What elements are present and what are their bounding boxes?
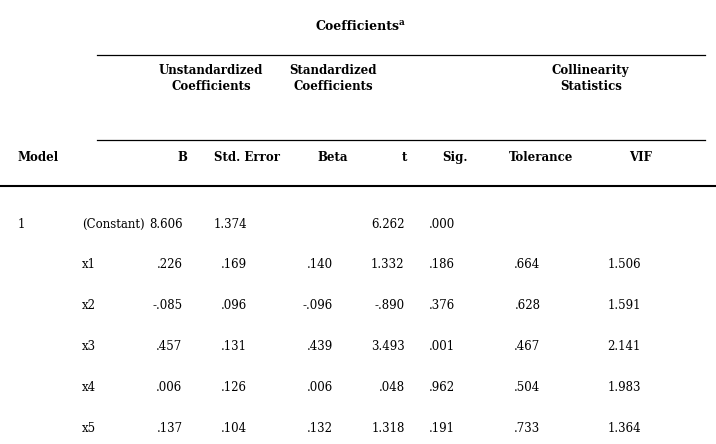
Text: Unstandardized
Coefficients: Unstandardized Coefficients [159,64,263,93]
Text: Sig.: Sig. [442,151,468,164]
Text: .628: .628 [515,299,541,312]
Text: .962: .962 [429,381,455,394]
Text: Beta: Beta [318,151,348,164]
Text: x2: x2 [82,299,97,312]
Text: 1.591: 1.591 [607,299,641,312]
Text: 1.983: 1.983 [607,381,641,394]
Text: 8.606: 8.606 [149,218,183,230]
Text: .226: .226 [157,258,183,271]
Text: x4: x4 [82,381,97,394]
Text: 2.141: 2.141 [607,340,641,353]
Text: t: t [402,151,407,164]
Text: .131: .131 [221,340,247,353]
Text: .504: .504 [514,381,541,394]
Text: .439: .439 [306,340,333,353]
Text: .191: .191 [429,422,455,435]
Text: VIF: VIF [629,151,652,164]
Text: (Constant): (Constant) [82,218,145,230]
Text: 1.332: 1.332 [371,258,405,271]
Text: .096: .096 [221,299,247,312]
Text: 1.506: 1.506 [607,258,641,271]
Text: 6.262: 6.262 [371,218,405,230]
Text: .048: .048 [379,381,405,394]
Text: x3: x3 [82,340,97,353]
Text: .001: .001 [429,340,455,353]
Text: -.890: -.890 [374,299,405,312]
Text: Coefficients: Coefficients [316,20,400,33]
Text: x1: x1 [82,258,97,271]
Text: 1: 1 [18,218,25,230]
Text: 1.364: 1.364 [607,422,641,435]
Text: 3.493: 3.493 [371,340,405,353]
Text: .457: .457 [156,340,183,353]
Text: .104: .104 [221,422,247,435]
Text: .126: .126 [221,381,247,394]
Text: Std. Error: Std. Error [214,151,280,164]
Text: Model: Model [18,151,59,164]
Text: Tolerance: Tolerance [508,151,573,164]
Text: .186: .186 [429,258,455,271]
Text: .664: .664 [514,258,541,271]
Text: a: a [399,18,405,27]
Text: .169: .169 [221,258,247,271]
Text: .000: .000 [428,218,455,230]
Text: x5: x5 [82,422,97,435]
Text: .376: .376 [428,299,455,312]
Text: .006: .006 [156,381,183,394]
Text: .137: .137 [157,422,183,435]
Text: .733: .733 [514,422,541,435]
Text: -.085: -.085 [153,299,183,312]
Text: Collinearity
Statistics: Collinearity Statistics [552,64,629,93]
Text: 1.318: 1.318 [371,422,405,435]
Text: .006: .006 [306,381,333,394]
Text: .132: .132 [307,422,333,435]
Text: -.096: -.096 [303,299,333,312]
Text: .467: .467 [514,340,541,353]
Text: Standardized
Coefficients: Standardized Coefficients [289,64,377,93]
Text: 1.374: 1.374 [213,218,247,230]
Text: .140: .140 [307,258,333,271]
Text: B: B [178,151,188,164]
